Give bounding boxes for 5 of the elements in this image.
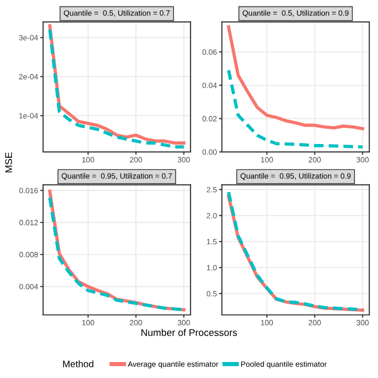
x-axis-title: Number of Processors — [141, 328, 238, 336]
y-axis-title: MSE — [5, 152, 12, 172]
line-series — [226, 68, 364, 149]
legend-title: Method — [63, 360, 94, 368]
line-series — [226, 25, 364, 130]
